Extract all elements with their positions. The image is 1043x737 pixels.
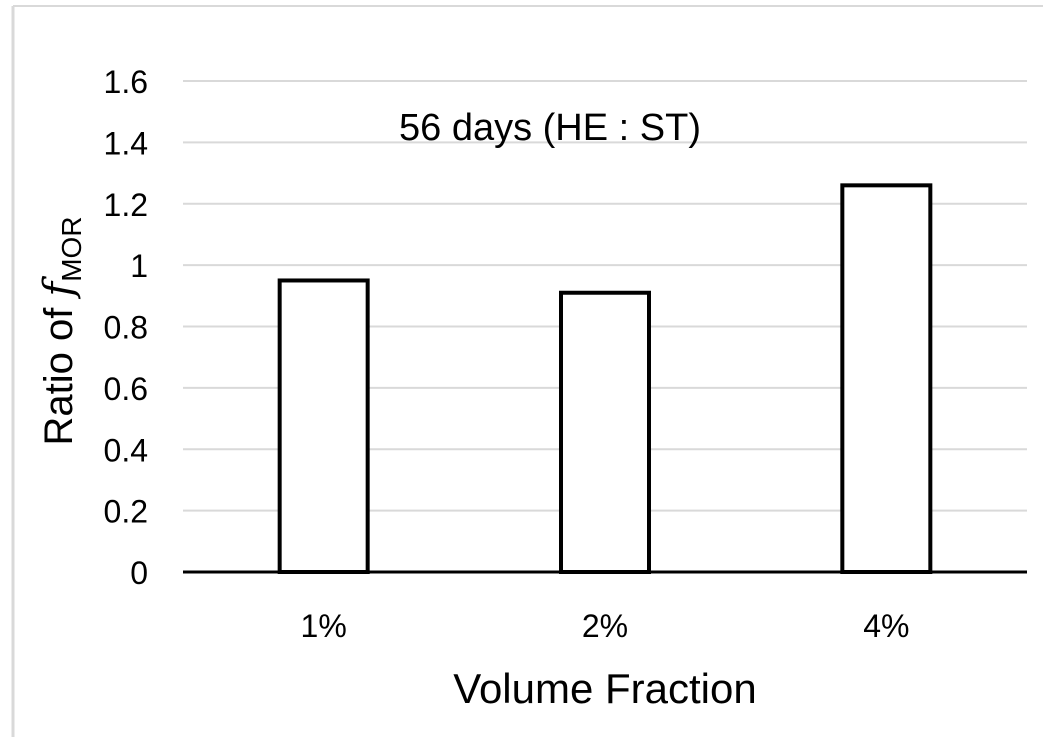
x-tick-labels: 1% 2% 4% — [301, 608, 910, 644]
y-axis-label: Ratio of fMOR — [36, 216, 87, 445]
y-tick-label: 0 — [130, 555, 148, 591]
y-tick-label: 1.2 — [104, 187, 148, 223]
bar — [277, 278, 370, 574]
bar — [840, 183, 933, 574]
y-axis-label-subscript: MOR — [56, 216, 87, 281]
bars — [277, 183, 933, 574]
x-tick-label: 1% — [301, 608, 347, 644]
y-tick-label: 0.4 — [104, 432, 148, 468]
y-tick-labels: 0 0.2 0.4 0.6 0.8 1 1.2 1.4 1.6 — [104, 64, 148, 591]
y-axis-label-prefix: Ratio of — [37, 297, 81, 446]
x-tick-label: 4% — [863, 608, 909, 644]
y-tick-label: 0.6 — [104, 371, 148, 407]
x-tick-label: 2% — [582, 608, 628, 644]
bar — [559, 290, 651, 574]
y-tick-label: 1.6 — [104, 64, 148, 100]
y-tick-label: 0.8 — [104, 310, 148, 346]
chart-annotation: 56 days (HE : ST) — [399, 107, 701, 149]
x-axis-label: Volume Fraction — [453, 665, 756, 712]
y-tick-label: 1 — [130, 248, 148, 284]
y-tick-label: 0.2 — [104, 494, 148, 530]
y-tick-label: 1.4 — [104, 125, 148, 161]
